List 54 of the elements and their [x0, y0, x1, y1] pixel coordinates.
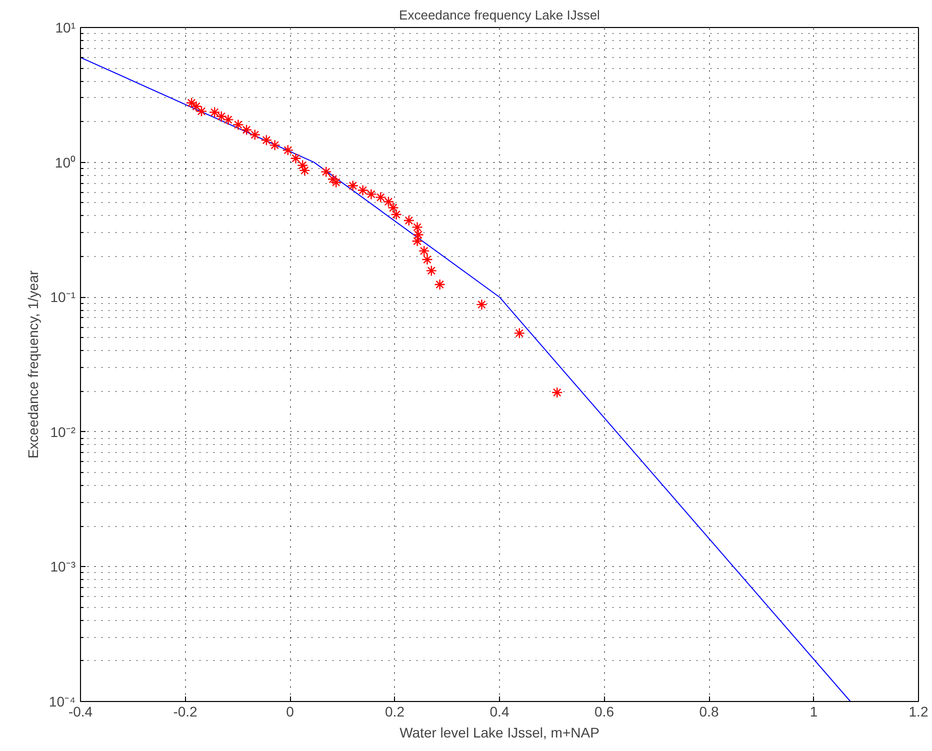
point [232, 119, 244, 130]
point [476, 298, 488, 310]
point [403, 214, 414, 226]
point [418, 245, 430, 257]
y-tick-label: 10¹ [55, 20, 76, 36]
point [382, 196, 394, 208]
point [357, 184, 368, 196]
x-tick-label: 1 [810, 704, 818, 720]
point [196, 106, 208, 117]
x-axis-title: Water level Lake IJssel, m+NAP [400, 724, 600, 740]
point [190, 100, 202, 112]
point [186, 97, 198, 108]
y-axis-title: Exceedance frequency, 1/year [24, 270, 41, 459]
point [388, 202, 399, 214]
chart-title: Exceedance frequency Lake IJssel [399, 8, 600, 22]
point [422, 254, 433, 266]
point [366, 188, 377, 200]
point [426, 265, 438, 276]
point [299, 164, 310, 176]
point [412, 236, 423, 247]
point [249, 129, 261, 140]
point [514, 328, 526, 339]
x-tick-label: 0.6 [594, 704, 614, 720]
point [412, 229, 424, 240]
x-tick-label: 0.8 [699, 704, 719, 720]
y-tick-label: 10⁻² [50, 424, 76, 440]
point [240, 124, 252, 136]
point [296, 160, 308, 171]
point [412, 222, 423, 233]
x-tick-label: 1.2 [908, 704, 928, 720]
line-series [80, 56, 851, 702]
point [222, 114, 234, 126]
y-tick-label: 10⁻³ [50, 558, 76, 575]
point [260, 134, 272, 146]
point [290, 152, 302, 164]
point [434, 278, 446, 290]
x-tick-label: 0 [286, 704, 294, 720]
point [327, 174, 339, 185]
point [330, 176, 342, 188]
x-tick-label: -0.2 [173, 704, 198, 720]
point [320, 166, 332, 178]
point [375, 192, 386, 203]
point [269, 140, 280, 151]
x-tick-label: 0.4 [490, 704, 510, 720]
point [552, 386, 563, 398]
point [347, 180, 358, 192]
x-tick-label: -0.4 [68, 704, 93, 720]
point [208, 106, 220, 118]
y-tick-label: 10⁻¹ [50, 289, 76, 306]
point [282, 144, 294, 156]
point [216, 110, 227, 122]
x-tick-label: 0.2 [385, 704, 405, 720]
y-tick-label: 10⁰ [54, 154, 76, 170]
point [390, 208, 402, 220]
